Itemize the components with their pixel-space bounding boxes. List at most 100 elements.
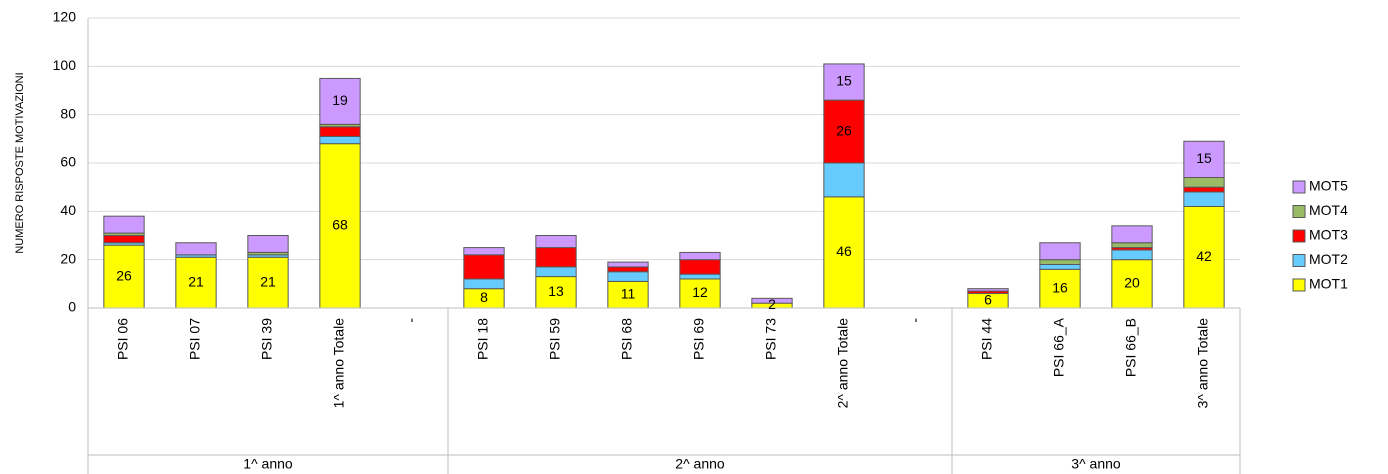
bar-segment bbox=[607, 266, 649, 273]
legend-label: MOT2 bbox=[1309, 251, 1348, 267]
data-label: 21 bbox=[188, 273, 204, 289]
x-tick-label: PSI 44 bbox=[979, 318, 995, 360]
y-tick-label: 120 bbox=[53, 9, 77, 25]
x-tick-label: PSI 66_A bbox=[1051, 317, 1067, 377]
group-label: 3^ anno bbox=[1071, 456, 1121, 472]
y-axis-label: NUMERO RISPOSTE MOTIVAZIONI bbox=[14, 72, 26, 253]
x-tick-label: PSI 59 bbox=[547, 318, 563, 360]
bar-segment bbox=[823, 196, 865, 309]
bar-segment bbox=[319, 77, 361, 125]
bar-segment bbox=[175, 242, 217, 256]
bar-segment bbox=[1039, 264, 1081, 270]
data-label: 12 bbox=[692, 284, 708, 300]
legend-swatch bbox=[1292, 205, 1306, 218]
bar-segment bbox=[1111, 225, 1153, 244]
axes: 0 20 40 60 80 100 120 1^ anno 2^ anno 3^ anno PSI … bbox=[53, 9, 1241, 474]
y-tick-label: 100 bbox=[53, 57, 77, 73]
data-label: 6 bbox=[984, 291, 992, 307]
y-tick-label: 20 bbox=[60, 250, 76, 266]
bar-segment bbox=[823, 63, 865, 101]
y-tick-label: 60 bbox=[60, 154, 76, 170]
group-label: 1^ anno bbox=[243, 456, 293, 472]
data-label: 16 bbox=[1052, 279, 1068, 295]
bar-segment bbox=[607, 261, 649, 268]
legend-swatch bbox=[1292, 229, 1306, 243]
bar-segment bbox=[319, 126, 361, 137]
bar-segment bbox=[535, 235, 577, 249]
bar-segment bbox=[1111, 242, 1153, 249]
data-label: 20 bbox=[1124, 275, 1140, 291]
bar-segment bbox=[679, 259, 721, 275]
data-label: 19 bbox=[332, 92, 348, 108]
bar-segment bbox=[175, 256, 217, 309]
bar-segment bbox=[463, 247, 505, 256]
bar-segment bbox=[679, 273, 721, 280]
data-label: 68 bbox=[332, 217, 348, 233]
legend-swatch bbox=[1292, 278, 1306, 292]
data-label: 21 bbox=[260, 273, 276, 289]
bar-segment bbox=[535, 266, 577, 278]
bar-segment bbox=[751, 297, 793, 304]
bar-segment bbox=[1183, 177, 1225, 188]
x-tick-label: PSI 06 bbox=[115, 318, 131, 360]
data-label: 26 bbox=[836, 122, 852, 138]
x-tick-label: 2^ anno Totale bbox=[835, 318, 851, 409]
data-label: 42 bbox=[1196, 248, 1212, 264]
bar-segment bbox=[1111, 259, 1153, 309]
bar-segment bbox=[463, 278, 505, 290]
y-tick-label: 80 bbox=[60, 105, 76, 121]
data-label: 2 bbox=[768, 296, 776, 312]
x-tick-label: - bbox=[907, 318, 923, 323]
bar-segment bbox=[463, 254, 505, 280]
legend: MOT5 MOT4 MOT3 MOT2 MOT1 bbox=[1292, 178, 1348, 292]
bar-segment bbox=[607, 280, 649, 309]
x-tick-label: PSI 39 bbox=[259, 318, 275, 360]
x-tick-label: 3^ anno Totale bbox=[1195, 318, 1211, 409]
y-tick-label: 0 bbox=[68, 299, 76, 315]
data-label: 11 bbox=[621, 285, 636, 301]
legend-label: MOT4 bbox=[1309, 202, 1348, 218]
bar-segment bbox=[607, 271, 649, 282]
bar-segment bbox=[247, 235, 289, 253]
x-tick-label: PSI 07 bbox=[187, 318, 203, 360]
data-label: 13 bbox=[548, 283, 564, 299]
bar-segment bbox=[1111, 249, 1153, 261]
y-tick-label: 40 bbox=[60, 202, 76, 218]
bar-segment bbox=[103, 235, 145, 244]
x-tick-label: 1^ anno Totale bbox=[331, 318, 347, 409]
bar-segment bbox=[319, 143, 361, 309]
x-tick-label: PSI 69 bbox=[691, 318, 707, 360]
x-tick-label: - bbox=[403, 318, 419, 323]
legend-label: MOT5 bbox=[1309, 178, 1348, 194]
legend-swatch bbox=[1292, 254, 1306, 267]
bar-segment bbox=[1039, 268, 1081, 309]
data-label: 15 bbox=[836, 73, 852, 89]
bar-segment bbox=[1039, 259, 1081, 265]
bars bbox=[103, 63, 1225, 309]
bar-segment bbox=[535, 247, 577, 268]
bar-segment bbox=[1183, 186, 1225, 193]
x-tick-label: PSI 68 bbox=[619, 318, 635, 360]
data-label: 15 bbox=[1196, 150, 1212, 166]
legend-label: MOT3 bbox=[1309, 227, 1348, 243]
bar-segment bbox=[679, 251, 721, 261]
data-labels: 26 21 21 68 19 8 13 11 12 2 46 26 15 6 16 20 42 15 bbox=[116, 73, 1212, 312]
bar-segment bbox=[103, 215, 145, 234]
bar-segment bbox=[1183, 140, 1225, 178]
bar-segment bbox=[319, 135, 361, 145]
x-tick-label: PSI 66_B bbox=[1123, 318, 1139, 377]
bar-segment bbox=[823, 99, 865, 164]
data-label: 46 bbox=[836, 243, 852, 259]
bar-segment bbox=[823, 162, 865, 198]
bar-segment bbox=[967, 288, 1009, 292]
bar-segment bbox=[1039, 242, 1081, 261]
x-tick-label: PSI 18 bbox=[475, 318, 491, 360]
data-label: 8 bbox=[480, 289, 488, 305]
x-tick-label: PSI 73 bbox=[763, 318, 779, 360]
bar-segment bbox=[1183, 191, 1225, 207]
legend-swatch bbox=[1292, 180, 1306, 194]
bar-segment bbox=[679, 278, 721, 309]
group-label: 2^ anno bbox=[675, 456, 725, 472]
